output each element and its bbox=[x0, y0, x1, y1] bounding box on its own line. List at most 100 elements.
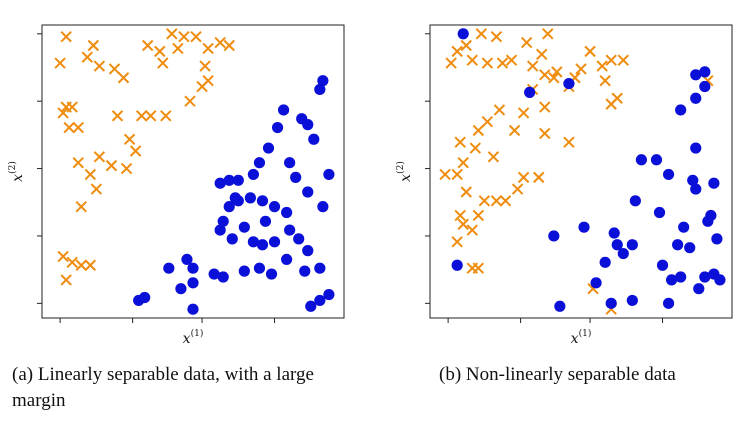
cross-point bbox=[490, 195, 503, 207]
x-axis-label: x(1) bbox=[571, 328, 592, 345]
dot-point bbox=[690, 142, 702, 154]
dot-point bbox=[314, 294, 326, 307]
dot-point bbox=[599, 256, 611, 268]
dot-point bbox=[626, 294, 638, 307]
cross-point bbox=[478, 195, 491, 207]
dot-point bbox=[278, 104, 290, 116]
cross-point bbox=[487, 151, 500, 163]
cross-point bbox=[481, 115, 494, 128]
dot-point bbox=[308, 133, 320, 145]
cross-point bbox=[575, 63, 587, 75]
cross-point bbox=[451, 236, 463, 248]
cross-point bbox=[60, 31, 72, 43]
dot-point bbox=[253, 262, 266, 274]
cross-point bbox=[539, 69, 551, 81]
dot-point bbox=[524, 86, 536, 98]
dot-point bbox=[139, 291, 151, 304]
cross-point bbox=[542, 28, 554, 40]
dot-point bbox=[238, 265, 250, 277]
dot-point bbox=[226, 233, 238, 245]
dot-point bbox=[451, 259, 463, 271]
cross-point bbox=[596, 60, 608, 72]
dot-point bbox=[323, 288, 335, 301]
dot-point bbox=[548, 230, 560, 242]
cross-point bbox=[87, 39, 100, 52]
cross-point bbox=[190, 31, 202, 43]
dot-point bbox=[293, 233, 305, 245]
cross-point bbox=[117, 72, 130, 84]
dot-point bbox=[284, 224, 296, 236]
cross-point bbox=[520, 36, 533, 49]
dot-point bbox=[163, 262, 175, 274]
dot-point bbox=[244, 192, 256, 204]
dot-point bbox=[693, 283, 705, 295]
dot-point bbox=[708, 177, 720, 189]
cross-point bbox=[526, 60, 539, 72]
cross-point bbox=[451, 168, 463, 181]
dot-point bbox=[617, 247, 629, 260]
dot-point bbox=[687, 174, 699, 186]
cross-point bbox=[439, 168, 451, 181]
cross-point bbox=[108, 63, 121, 75]
cross-point bbox=[84, 259, 97, 271]
dot-point bbox=[662, 168, 675, 181]
dot-point bbox=[299, 265, 311, 277]
cross-point bbox=[551, 66, 563, 78]
dot-point bbox=[253, 157, 266, 169]
dot-point bbox=[690, 69, 702, 81]
dot-point bbox=[666, 274, 678, 286]
dot-point bbox=[217, 271, 229, 283]
cross-point bbox=[57, 107, 69, 119]
cross-point bbox=[539, 101, 551, 113]
cross-point bbox=[472, 262, 485, 274]
dot-point bbox=[672, 239, 684, 251]
cross-point bbox=[454, 209, 466, 222]
dot-point bbox=[457, 28, 469, 40]
dot-point bbox=[302, 245, 314, 257]
dot-point bbox=[271, 121, 284, 134]
dot-point bbox=[635, 154, 647, 166]
dot-point bbox=[259, 215, 272, 227]
dot-point bbox=[317, 75, 329, 87]
dot-point bbox=[305, 300, 317, 312]
dot-point bbox=[699, 66, 711, 78]
cross-point bbox=[154, 45, 166, 58]
caption-b: (b) Non-linearly separable data bbox=[439, 364, 676, 385]
cross-point bbox=[120, 162, 133, 175]
dot-point bbox=[678, 221, 690, 233]
dot-point bbox=[302, 186, 314, 198]
dot-point bbox=[662, 297, 675, 309]
cross-point bbox=[496, 57, 509, 69]
cross-point bbox=[539, 127, 551, 140]
dot-point bbox=[238, 221, 250, 233]
dot-point bbox=[675, 271, 687, 283]
dot-point bbox=[650, 154, 663, 166]
cross-point bbox=[214, 36, 226, 49]
dot-point bbox=[223, 201, 235, 213]
cross-point bbox=[63, 121, 75, 134]
cross-point bbox=[75, 200, 87, 213]
dot-point bbox=[187, 262, 199, 274]
cross-point bbox=[178, 31, 190, 43]
dot-point bbox=[605, 297, 617, 309]
cross-point bbox=[105, 159, 118, 172]
cross-point bbox=[129, 145, 142, 157]
dot-point bbox=[578, 221, 590, 233]
dot-point bbox=[265, 268, 278, 280]
dot-point bbox=[181, 253, 193, 265]
cross-point bbox=[199, 60, 211, 72]
cross-point bbox=[466, 54, 478, 66]
cross-point bbox=[184, 95, 196, 107]
cross-point bbox=[493, 104, 506, 116]
cross-point bbox=[505, 54, 518, 66]
dot-point bbox=[653, 206, 666, 219]
dot-point bbox=[656, 259, 669, 271]
cross-point bbox=[54, 57, 66, 69]
dot-point bbox=[217, 215, 229, 227]
cross-point bbox=[157, 57, 169, 69]
cross-point bbox=[135, 110, 148, 122]
dot-point bbox=[175, 283, 187, 295]
cross-point bbox=[457, 157, 469, 169]
caption-a: (a) Linearly separable data, with a larg… bbox=[12, 364, 314, 411]
cross-point bbox=[60, 274, 72, 286]
